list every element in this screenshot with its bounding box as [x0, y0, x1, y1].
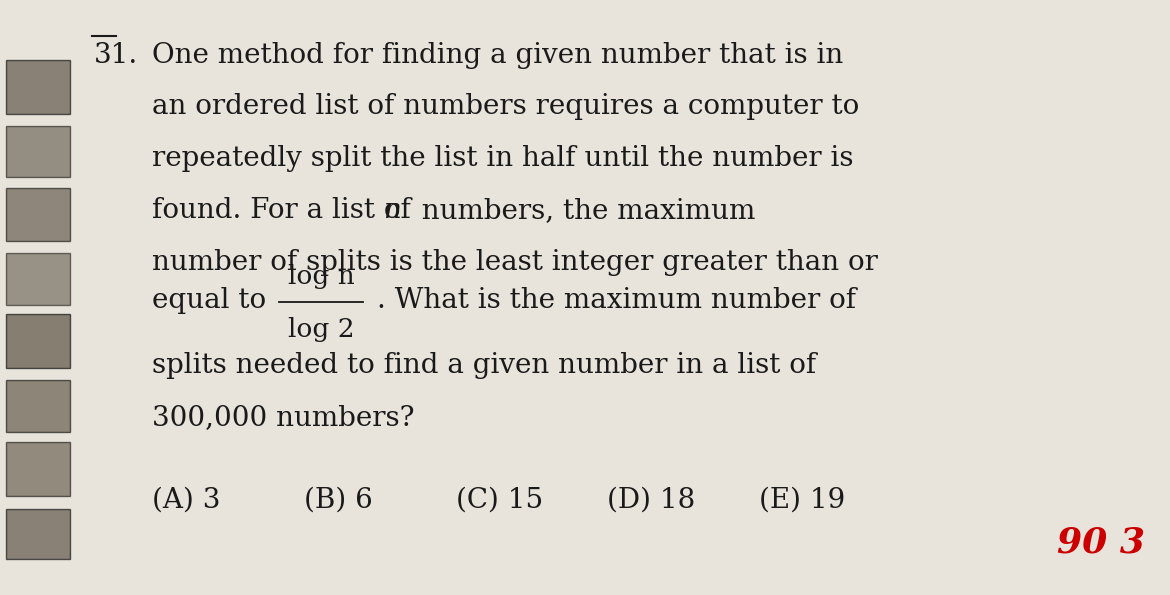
FancyBboxPatch shape	[6, 60, 70, 114]
Text: found. For a list of: found. For a list of	[152, 197, 420, 224]
FancyBboxPatch shape	[6, 442, 70, 496]
Text: 90 3: 90 3	[1058, 525, 1145, 559]
Text: (D) 18: (D) 18	[607, 487, 696, 514]
Text: (E) 19: (E) 19	[759, 487, 846, 514]
Text: . What is the maximum number of: . What is the maximum number of	[377, 287, 856, 314]
FancyBboxPatch shape	[6, 188, 70, 241]
Text: n: n	[383, 197, 401, 224]
Text: numbers, the maximum: numbers, the maximum	[404, 197, 756, 224]
Text: an ordered list of numbers requires a computer to: an ordered list of numbers requires a co…	[152, 93, 859, 120]
FancyBboxPatch shape	[6, 126, 70, 177]
Text: splits needed to find a given number in a list of: splits needed to find a given number in …	[152, 352, 817, 379]
Text: repeatedly split the list in half until the number is: repeatedly split the list in half until …	[152, 145, 853, 172]
Text: equal to: equal to	[152, 287, 275, 314]
Text: number of splits is the least integer greater than or: number of splits is the least integer gr…	[152, 249, 878, 275]
FancyBboxPatch shape	[6, 380, 70, 432]
Text: log n: log n	[288, 264, 355, 289]
FancyBboxPatch shape	[6, 509, 70, 559]
Text: 300,000 numbers?: 300,000 numbers?	[152, 404, 414, 431]
Text: (B) 6: (B) 6	[304, 487, 372, 514]
Text: log 2: log 2	[288, 317, 355, 342]
Text: One method for finding a given number that is in: One method for finding a given number th…	[152, 42, 844, 68]
Text: (A) 3: (A) 3	[152, 487, 220, 514]
Text: (C) 15: (C) 15	[455, 487, 543, 514]
FancyBboxPatch shape	[6, 253, 70, 305]
FancyBboxPatch shape	[6, 314, 70, 368]
Text: 31.: 31.	[94, 42, 138, 68]
